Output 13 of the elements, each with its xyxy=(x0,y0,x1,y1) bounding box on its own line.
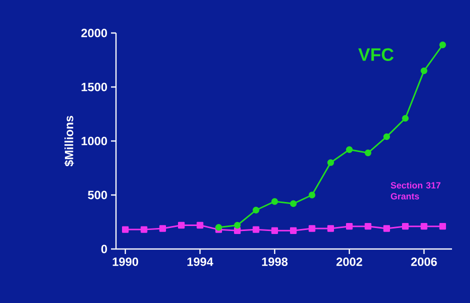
y-tick-label: 1000 xyxy=(82,136,107,146)
y-tick-label: 500 xyxy=(88,190,107,200)
x-tick-label: 1990 xyxy=(112,258,138,266)
y-tick-label: 2000 xyxy=(81,28,107,38)
x-tick-label: 2002 xyxy=(336,258,362,266)
x-tick-label: 1998 xyxy=(262,258,288,266)
y-axis-title: $Millions xyxy=(64,116,74,166)
y-tick-label: 1500 xyxy=(82,82,107,92)
text: Section 317 Grants xyxy=(390,182,440,200)
series-label: VFC xyxy=(358,48,394,61)
y-tick-label: 0 xyxy=(101,244,107,254)
x-tick-label: 1994 xyxy=(187,258,214,266)
x-tick-label: 2006 xyxy=(411,258,437,266)
